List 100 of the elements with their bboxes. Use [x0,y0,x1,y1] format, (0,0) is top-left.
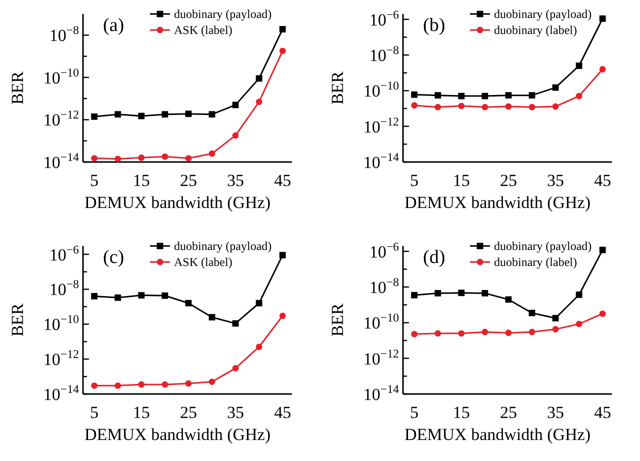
point [528,92,536,99]
point [114,156,122,162]
point [505,92,512,99]
point [552,103,559,110]
y-axis-title: BER [8,70,27,105]
point [599,310,606,317]
x-tick-label: 25 [500,171,517,190]
x-tick-label: 35 [227,403,244,422]
point [138,292,145,298]
point [185,300,192,306]
y-axis-title: BER [328,302,347,337]
y-tick-label: 10$^{−14}$ [43,150,80,172]
y-tick-label: 10$^{−8}$ [369,275,400,298]
point [576,292,582,298]
point [279,26,286,32]
point [232,365,239,372]
point [482,328,488,336]
point [458,330,465,337]
point [232,102,239,108]
point [256,344,262,350]
y-axis-title: BER [8,302,27,337]
point [528,328,536,336]
point [411,330,418,338]
point [208,314,216,320]
x-tick-label: 35 [547,403,564,422]
point [279,252,286,258]
point [505,103,512,110]
y-tick-label: 10$^{−6}$ [369,239,400,262]
point [576,92,582,100]
point [576,320,582,328]
x-tick-label: 35 [227,171,244,190]
point [162,153,168,160]
y-tick-label: 10$^{−10}$ [363,310,400,333]
x-axis-title: DEMUX bandwidth (GHz) [404,425,591,444]
point [411,91,418,98]
point [599,246,606,254]
x-tick-label: 15 [452,171,470,190]
annotation: (a) [103,15,124,36]
y-tick-label: 10$^{−12}$ [43,108,80,130]
point [256,98,262,106]
point [114,382,122,389]
point [458,290,465,296]
y-tick-label: 10$^{−14}$ [43,382,80,404]
point [208,111,216,118]
legend-label: duobinary (payload) [174,239,272,253]
point [434,330,442,337]
point [552,314,559,322]
point [528,104,536,110]
point [434,104,442,110]
x-tick-label: 35 [547,171,564,190]
point [185,155,192,162]
x-tick-label: 25 [500,403,517,422]
x-tick-label: 25 [180,403,197,422]
x-tick-label: 5 [90,403,99,422]
y-tick-label: 10$^{−8}$ [369,43,400,66]
point [505,296,512,303]
point [185,380,192,387]
point [162,381,168,388]
y-tick-label: 10$^{−14}$ [363,382,400,404]
point [256,75,262,82]
point [91,382,98,389]
point [208,150,216,157]
point [185,110,192,118]
point [552,326,559,332]
y-tick-label: 10$^{−8}$ [49,277,80,300]
point [411,102,418,109]
point [458,92,465,100]
x-tick-label: 45 [594,171,612,190]
point [208,378,216,385]
point [482,290,488,296]
x-tick-label: 45 [594,403,612,422]
point [91,292,98,300]
x-tick-label: 5 [410,403,419,422]
point [482,104,488,110]
point [458,102,465,110]
y-tick-label: 10$^{−12}$ [363,114,400,136]
annotation: (d) [423,247,446,268]
point [138,381,145,388]
x-tick-label: 45 [274,171,292,190]
y-tick-label: 10$^{−6}$ [369,7,400,30]
x-tick-label: 15 [132,171,150,190]
x-axis-title: DEMUX bandwidth (GHz) [84,425,271,444]
point [138,112,145,120]
y-tick-label: 10$^{−6}$ [49,242,80,264]
y-tick-label: 10$^{−12}$ [43,347,80,370]
point [138,154,145,161]
x-tick-label: 15 [452,403,470,422]
annotation: (b) [423,15,446,36]
y-tick-label: 10$^{−8}$ [49,23,80,46]
x-tick-label: 5 [90,171,99,190]
legend-label: duobinary (payload) [174,7,272,21]
point [599,66,606,72]
x-tick-label: 5 [410,171,419,190]
x-tick-label: 45 [274,403,292,422]
point [434,92,442,99]
legend-label: ASK (label) [174,255,232,269]
point [599,15,606,22]
y-tick-label: 10$^{−10}$ [363,78,400,101]
point [162,292,168,299]
y-tick-label: 10$^{−10}$ [43,312,80,334]
